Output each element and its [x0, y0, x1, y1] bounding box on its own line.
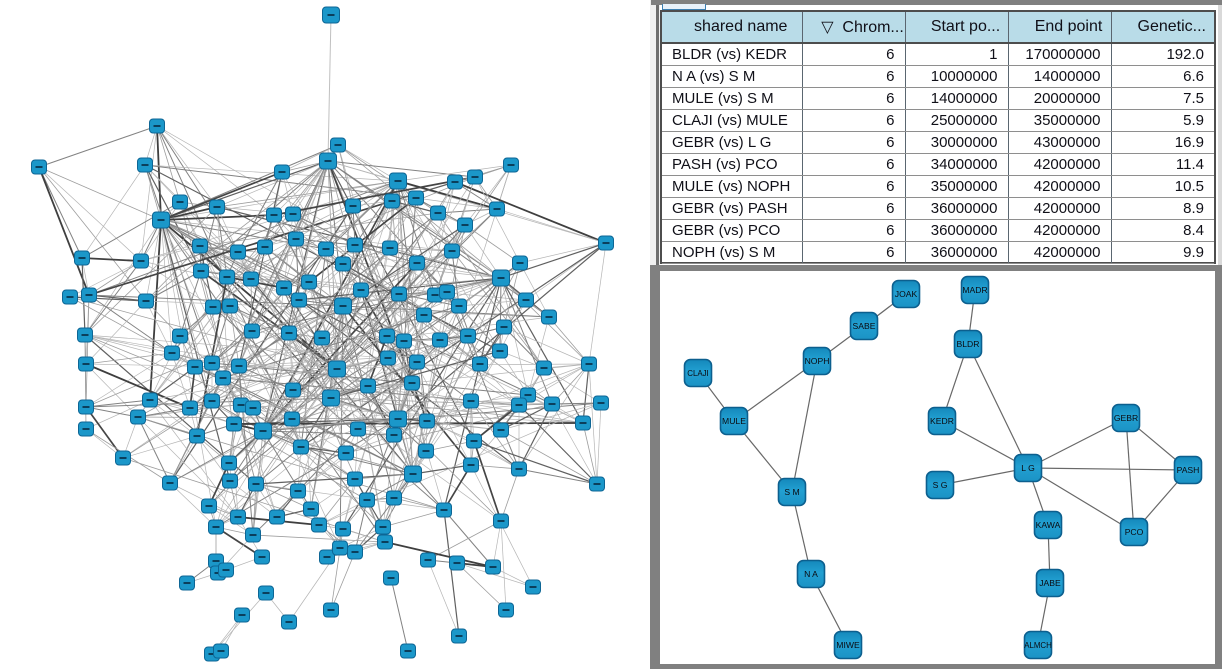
svg-text:PCO: PCO — [1125, 527, 1144, 537]
svg-text:MIWE: MIWE — [836, 640, 860, 650]
svg-text:S M: S M — [784, 487, 799, 497]
svg-text:KAWA: KAWA — [1036, 520, 1061, 530]
svg-text:CLAJI: CLAJI — [687, 369, 709, 378]
svg-text:JABE: JABE — [1039, 578, 1061, 588]
svg-text:ALMCH: ALMCH — [1024, 641, 1052, 650]
svg-text:MULE: MULE — [722, 416, 746, 426]
svg-text:SABE: SABE — [853, 321, 876, 331]
svg-text:N A: N A — [804, 569, 818, 579]
svg-text:NOPH: NOPH — [805, 356, 830, 366]
svg-text:S G: S G — [933, 480, 948, 490]
svg-text:GEBR: GEBR — [1114, 413, 1138, 423]
svg-text:BLDR: BLDR — [957, 339, 980, 349]
svg-text:JOAK: JOAK — [895, 289, 918, 299]
svg-text:MADR: MADR — [962, 285, 987, 295]
svg-text:PASH: PASH — [1177, 465, 1200, 475]
svg-text:L G: L G — [1021, 463, 1035, 473]
svg-text:KEDR: KEDR — [930, 416, 954, 426]
